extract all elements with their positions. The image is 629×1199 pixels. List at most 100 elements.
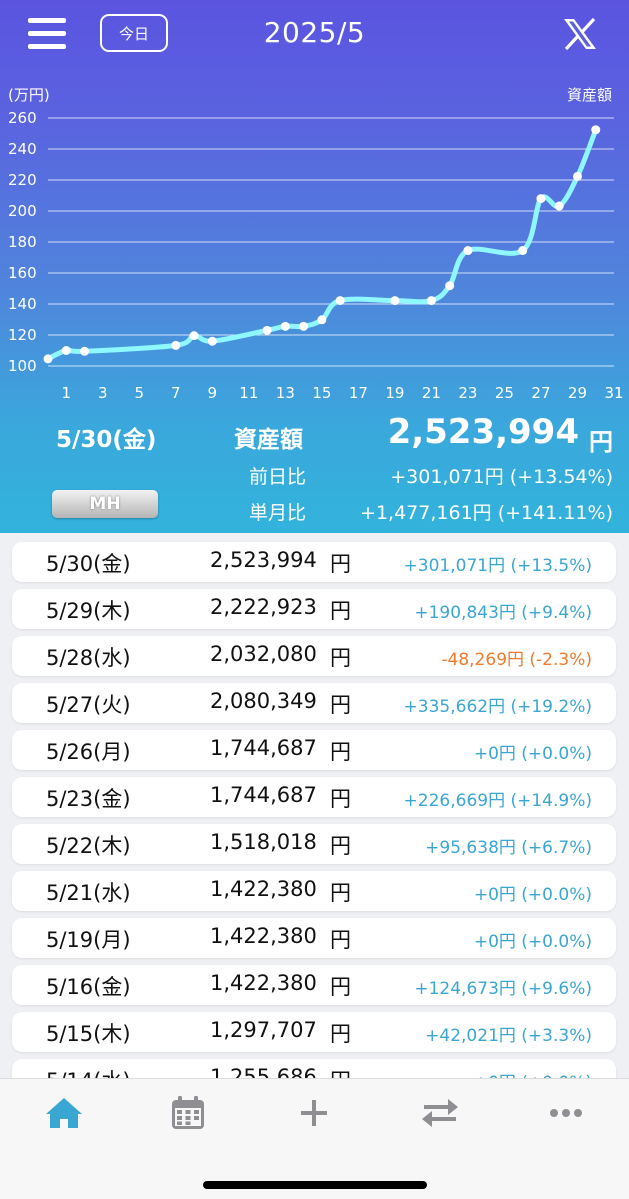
y-tick-label: 120 (8, 326, 37, 344)
x-tick-label: 21 (422, 384, 441, 402)
home-icon[interactable] (42, 1093, 86, 1133)
x-tick-label: 11 (239, 384, 258, 402)
list-item-date: 5/22(木) (46, 834, 131, 858)
data-point (61, 346, 71, 355)
list-item-date: 5/16(金) (46, 975, 131, 999)
list-item[interactable]: 5/21(水) 1,422,380 円 +0円 (+0.0%) (12, 871, 616, 911)
top-bar: 今日 2025/5 (0, 0, 629, 72)
list-item-amount: 2,222,923 (210, 595, 317, 619)
x-tick-label: 3 (98, 384, 108, 402)
data-point (317, 315, 327, 325)
list-item-date: 5/29(木) (46, 599, 131, 623)
mh-button[interactable]: MH (52, 490, 158, 518)
data-point (445, 281, 455, 291)
data-point (171, 340, 181, 350)
list-item[interactable]: 5/16(金) 1,422,380 円 +124,673円 (+9.6%) (12, 965, 616, 1005)
list-item-unit: 円 (330, 599, 351, 623)
header-panel: 今日 2025/5 100 120 140 160 180 200 220 240 260 1 3 5… (0, 0, 629, 533)
plus-icon[interactable] (292, 1093, 336, 1133)
data-point (43, 354, 53, 364)
x-tick-label: 31 (604, 384, 623, 402)
list-item[interactable]: 5/30(金) 2,523,994 円 +301,071円 (+13.5%) (12, 542, 616, 582)
list-item-amount: 2,080,349 (210, 689, 317, 713)
calendar-icon[interactable] (166, 1093, 210, 1133)
x-tick-label: 29 (568, 384, 587, 402)
y-tick-label: 180 (8, 233, 37, 251)
y-tick-label: 240 (8, 140, 37, 158)
prev-day-label: 前日比 (249, 466, 307, 488)
list-item-change: +226,669円 (+14.9%) (403, 791, 592, 811)
list-item-unit: 円 (330, 1065, 351, 1080)
daily-list: 5/30(金) 2,523,994 円 +301,071円 (+13.5%) 5/29(… (0, 533, 629, 1080)
list-item[interactable]: 5/14(水) 1,255,686 円 +0円 (+0.0%) (12, 1059, 616, 1080)
list-item-amount: 1,518,018 (210, 830, 317, 854)
list-item-date: 5/28(水) (46, 646, 131, 670)
data-point (426, 296, 436, 306)
x-tick-label: 13 (276, 384, 295, 402)
list-item-date: 5/19(月) (46, 928, 131, 952)
list-item-amount: 1,744,687 (210, 783, 317, 807)
month-change-label: 単月比 (249, 502, 307, 524)
list-item-unit: 円 (330, 646, 351, 670)
list-item-change: +190,843円 (+9.4%) (414, 603, 592, 623)
y-tick-label: 160 (8, 264, 37, 282)
list-item-change: +124,673円 (+9.6%) (414, 979, 592, 999)
summary-date: 5/30(金) (56, 427, 157, 453)
more-icon[interactable] (544, 1093, 588, 1133)
list-item-amount: 2,523,994 (210, 548, 317, 572)
x-share-icon[interactable] (562, 18, 598, 50)
x-tick-label: 5 (135, 384, 145, 402)
x-tick-label: 9 (208, 384, 218, 402)
list-item-date: 5/15(木) (46, 1022, 131, 1046)
y-tick-label: 100 (8, 357, 37, 375)
data-point (390, 296, 400, 306)
list-item[interactable]: 5/26(月) 1,744,687 円 +0円 (+0.0%) (12, 730, 616, 770)
list-item-amount: 1,422,380 (210, 877, 317, 901)
x-tick-label: 19 (385, 384, 404, 402)
list-item-unit: 円 (330, 834, 351, 858)
list-item-change: +0円 (+0.0%) (474, 1068, 592, 1080)
list-item-change: +42,021円 (+3.3%) (425, 1026, 592, 1046)
list-item-amount: 1,422,380 (210, 924, 317, 948)
list-item-change: +0円 (+0.0%) (473, 744, 592, 764)
x-tick-label: 7 (171, 384, 181, 402)
data-point (280, 321, 290, 331)
prev-day-value: +301,071円 (+13.54%) (390, 466, 613, 488)
data-point (463, 246, 473, 256)
list-item-amount: 1,255,686 (210, 1065, 317, 1080)
list-item[interactable]: 5/27(火) 2,080,349 円 +335,662円 (+19.2%) (12, 683, 616, 723)
data-point (262, 325, 272, 335)
y-tick-label: 200 (8, 202, 37, 220)
list-item[interactable]: 5/28(水) 2,032,080 円 -48,269円 (-2.3%) (12, 636, 616, 676)
list-item-amount: 2,032,080 (210, 642, 317, 666)
list-item-date: 5/21(水) (46, 881, 131, 905)
list-item-date: 5/23(金) (46, 787, 131, 811)
x-tick-label: 23 (458, 384, 477, 402)
list-item[interactable]: 5/22(木) 1,518,018 円 +95,638円 (+6.7%) (12, 824, 616, 864)
x-tick-label: 27 (531, 384, 550, 402)
month-title[interactable]: 2025/5 (263, 16, 366, 49)
list-item-change: +301,071円 (+13.5%) (403, 556, 592, 576)
month-change-value: +1,477,161円 (+141.11%) (360, 502, 613, 524)
list-item-amount: 1,297,707 (210, 1018, 317, 1042)
menu-icon[interactable] (28, 18, 66, 52)
list-item-date: 5/26(月) (46, 740, 131, 764)
summary-panel: 5/30(金) 資産額 2,523,994 円 前日比 +301,071円 (+… (0, 410, 629, 533)
today-button[interactable]: 今日 (100, 14, 168, 52)
list-item-unit: 円 (330, 975, 351, 999)
data-point (591, 125, 601, 135)
list-item[interactable]: 5/19(月) 1,422,380 円 +0円 (+0.0%) (12, 918, 616, 958)
summary-unit: 円 (589, 428, 613, 456)
data-point (554, 201, 564, 211)
data-point (518, 246, 528, 256)
list-item[interactable]: 5/23(金) 1,744,687 円 +226,669円 (+14.9%) (12, 777, 616, 817)
y-tick-label: 260 (8, 109, 37, 127)
transfer-icon[interactable] (418, 1093, 462, 1133)
data-point (207, 336, 217, 346)
data-point (536, 194, 546, 204)
list-item-unit: 円 (330, 693, 351, 717)
list-item[interactable]: 5/29(木) 2,222,923 円 +190,843円 (+9.4%) (12, 589, 616, 629)
data-point (299, 321, 309, 331)
list-item[interactable]: 5/15(木) 1,297,707 円 +42,021円 (+3.3%) (12, 1012, 616, 1052)
